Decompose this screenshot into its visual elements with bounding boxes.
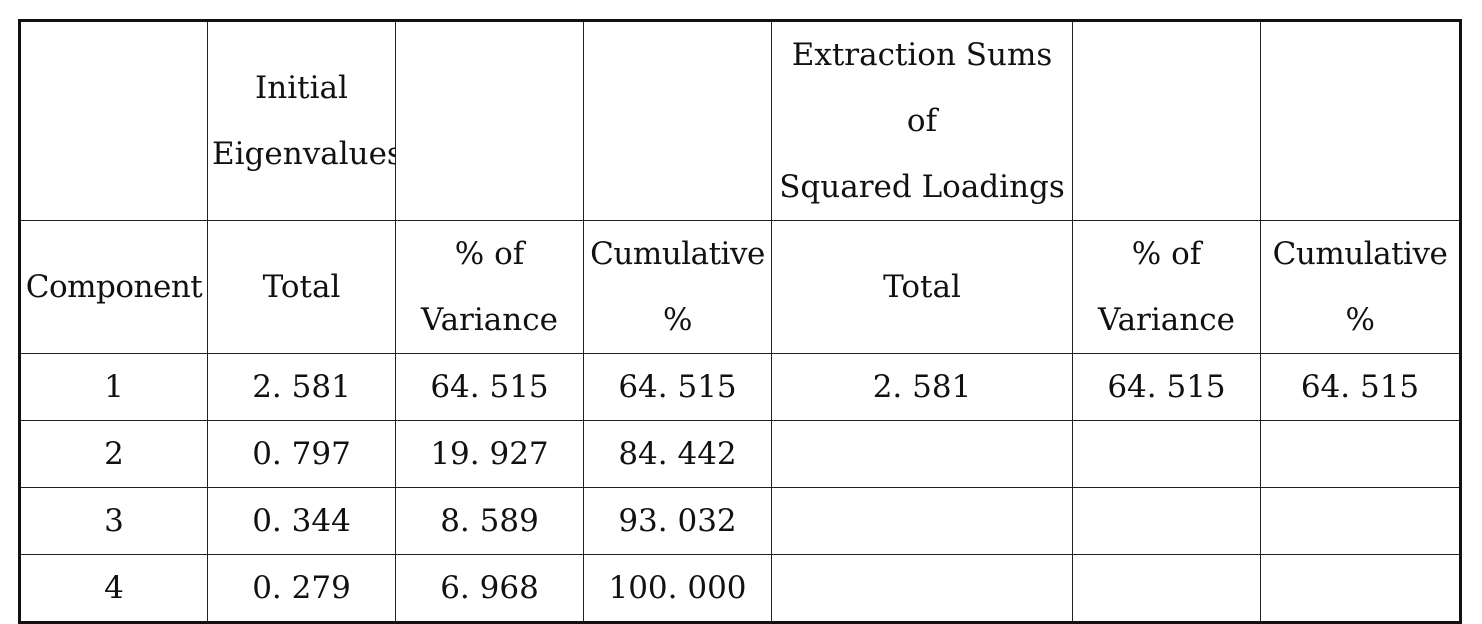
table-cell: 64. 515 bbox=[395, 353, 584, 421]
table-cell: 84. 442 bbox=[583, 420, 772, 488]
table-cell: 100. 000 bbox=[583, 554, 772, 623]
table-cell: 0. 797 bbox=[207, 420, 396, 488]
table-cell: 0. 279 bbox=[207, 554, 396, 623]
table-cell bbox=[1072, 554, 1261, 623]
column-header-extraction-total: Total bbox=[771, 220, 1073, 354]
table-cell bbox=[1072, 487, 1261, 555]
column-header-row: Component Total % of Variance Cumulative… bbox=[19, 220, 1461, 354]
group-header-initial-eigenvalues: Initial Eigenvalues bbox=[207, 20, 396, 221]
column-header-percent-variance: % of Variance bbox=[395, 220, 584, 354]
table-cell: 1 bbox=[19, 353, 208, 421]
table-cell bbox=[1260, 420, 1461, 488]
group-header-cell bbox=[1260, 20, 1461, 221]
table-cell: 6. 968 bbox=[395, 554, 584, 623]
table-row: 3 0. 344 8. 589 93. 032 bbox=[19, 487, 1461, 555]
group-header-cell bbox=[583, 20, 772, 221]
table-row: 1 2. 581 64. 515 64. 515 2. 581 64. 515 … bbox=[19, 353, 1461, 421]
table-cell bbox=[1260, 554, 1461, 623]
column-header-extraction-percent-variance: % of Variance bbox=[1072, 220, 1261, 354]
column-header-component: Component bbox=[19, 220, 208, 354]
table-cell: 2. 581 bbox=[207, 353, 396, 421]
table-cell bbox=[1072, 420, 1261, 488]
table-row: 2 0. 797 19. 927 84. 442 bbox=[19, 420, 1461, 488]
table-cell: 19. 927 bbox=[395, 420, 584, 488]
column-header-total: Total bbox=[207, 220, 396, 354]
table-cell: 0. 344 bbox=[207, 487, 396, 555]
group-header-cell bbox=[1072, 20, 1261, 221]
group-header-extraction-sums: Extraction Sums of Squared Loadings bbox=[771, 20, 1073, 221]
table-cell: 2. 581 bbox=[771, 353, 1073, 421]
table-cell: 2 bbox=[19, 420, 208, 488]
table-cell: 4 bbox=[19, 554, 208, 623]
group-header-row: Initial Eigenvalues Extraction Sums of S… bbox=[19, 20, 1461, 221]
table-cell bbox=[771, 420, 1073, 488]
table-cell bbox=[771, 487, 1073, 555]
column-header-extraction-cumulative: Cumulative % bbox=[1260, 220, 1461, 354]
table-cell: 93. 032 bbox=[583, 487, 772, 555]
table-cell: 3 bbox=[19, 487, 208, 555]
variance-table: Initial Eigenvalues Extraction Sums of S… bbox=[18, 19, 1462, 624]
table-cell: 8. 589 bbox=[395, 487, 584, 555]
table-cell: 64. 515 bbox=[583, 353, 772, 421]
group-header-cell bbox=[19, 20, 208, 221]
table-cell bbox=[771, 554, 1073, 623]
table-cell bbox=[1260, 487, 1461, 555]
table-row: 4 0. 279 6. 968 100. 000 bbox=[19, 554, 1461, 623]
table-cell: 64. 515 bbox=[1260, 353, 1461, 421]
table-cell: 64. 515 bbox=[1072, 353, 1261, 421]
group-header-cell bbox=[395, 20, 584, 221]
column-header-cumulative: Cumulative % bbox=[583, 220, 772, 354]
